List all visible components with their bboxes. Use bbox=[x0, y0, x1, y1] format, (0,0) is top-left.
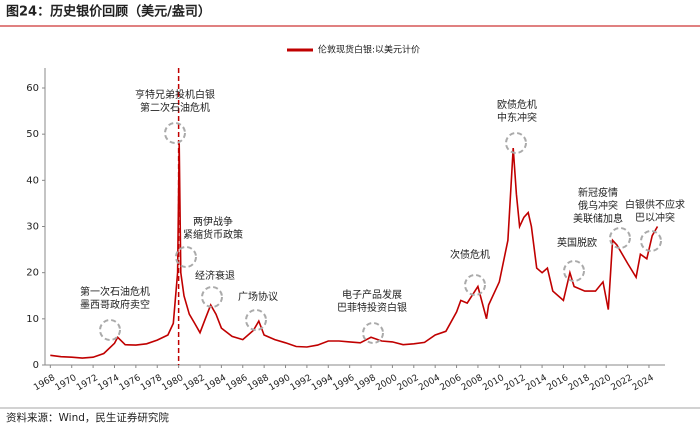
price-line bbox=[50, 143, 659, 359]
annotation-circle bbox=[609, 227, 631, 249]
x-tick-label: 2014 bbox=[524, 373, 549, 393]
x-tick-label: 1990 bbox=[267, 373, 292, 393]
annotation-circle bbox=[245, 309, 267, 331]
x-tick-label: 1988 bbox=[246, 373, 271, 393]
annotation: 广场协议 bbox=[238, 290, 278, 303]
annotation: 亨特兄弟投机白银 bbox=[135, 88, 215, 101]
x-tick-label: 1970 bbox=[54, 373, 79, 393]
x-tick-label: 1996 bbox=[332, 373, 357, 393]
annotation-circle bbox=[505, 132, 527, 154]
annotation-circle bbox=[99, 319, 121, 341]
x-tick-label: 1984 bbox=[203, 373, 228, 393]
chart-title: 图24：历史银价回顾（美元/盎司） bbox=[6, 4, 211, 20]
annotation: 电子产品发展 bbox=[342, 288, 402, 301]
x-tick-label: 2002 bbox=[396, 373, 421, 393]
annotation: 英国脱欧 bbox=[557, 236, 597, 249]
annotation: 欧债危机 bbox=[497, 98, 537, 111]
annotation: 巴以冲突 bbox=[635, 211, 675, 224]
x-tick-label: 1986 bbox=[225, 373, 250, 393]
y-tick-label: 10 bbox=[26, 314, 39, 325]
annotation-circle bbox=[640, 230, 662, 252]
x-tick-label: 1972 bbox=[75, 373, 100, 393]
x-tick-label: 1976 bbox=[118, 373, 143, 393]
x-tick-label: 2012 bbox=[503, 373, 528, 393]
y-tick-label: 50 bbox=[26, 129, 39, 140]
x-tick-label: 2000 bbox=[374, 373, 399, 393]
x-tick-label: 2020 bbox=[588, 373, 613, 393]
x-tick-label: 1978 bbox=[139, 373, 164, 393]
annotation: 第二次石油危机 bbox=[140, 101, 210, 114]
annotation: 次债危机 bbox=[450, 248, 490, 261]
y-tick-label: 30 bbox=[26, 222, 39, 233]
x-tick-label: 2018 bbox=[567, 373, 592, 393]
annotation: 经济衰退 bbox=[195, 269, 235, 282]
legend-label: 伦敦现货白银:以美元计价 bbox=[318, 44, 420, 56]
annotation: 俄乌冲突 bbox=[578, 199, 618, 212]
y-tick-label: 20 bbox=[26, 268, 39, 279]
x-tick-label: 2004 bbox=[417, 373, 442, 393]
annotation: 白银供不应求 bbox=[625, 198, 685, 211]
annotation-circle bbox=[175, 246, 197, 268]
x-tick-label: 1974 bbox=[96, 373, 121, 393]
annotation: 第一次石油危机 bbox=[80, 285, 150, 298]
x-tick-label: 1992 bbox=[289, 373, 314, 393]
x-tick-label: 2006 bbox=[438, 373, 463, 393]
x-tick-label: 1998 bbox=[353, 373, 378, 393]
y-tick-label: 0 bbox=[33, 360, 39, 371]
x-tick-label: 2010 bbox=[481, 373, 506, 393]
annotation: 新冠疫情 bbox=[578, 186, 618, 199]
x-tick-label: 1994 bbox=[310, 373, 335, 393]
y-tick-label: 40 bbox=[26, 175, 39, 186]
source: 资料来源：Wind，民生证券研究院 bbox=[6, 411, 169, 424]
annotation: 美联储加息 bbox=[573, 212, 623, 225]
x-tick-label: 1968 bbox=[32, 373, 57, 393]
annotation-circle bbox=[201, 286, 223, 308]
annotation: 墨西哥政府卖空 bbox=[80, 298, 150, 311]
annotation: 中东冲突 bbox=[497, 111, 537, 124]
x-tick-label: 1980 bbox=[161, 373, 186, 393]
x-tick-label: 1982 bbox=[182, 373, 207, 393]
annotation-circle bbox=[464, 274, 486, 296]
y-tick-label: 60 bbox=[26, 83, 39, 94]
x-tick-label: 2008 bbox=[460, 373, 485, 393]
annotation: 两伊战争 bbox=[193, 215, 233, 228]
annotation-circle bbox=[164, 122, 186, 144]
annotation-circle bbox=[563, 260, 585, 282]
x-tick-label: 2022 bbox=[609, 373, 634, 393]
annotation: 紧缩货币政策 bbox=[183, 228, 243, 241]
annotation: 巴菲特投资白银 bbox=[337, 301, 407, 314]
x-tick-label: 2024 bbox=[631, 373, 656, 393]
x-tick-label: 2016 bbox=[545, 373, 570, 393]
annotation-circle bbox=[362, 322, 384, 344]
